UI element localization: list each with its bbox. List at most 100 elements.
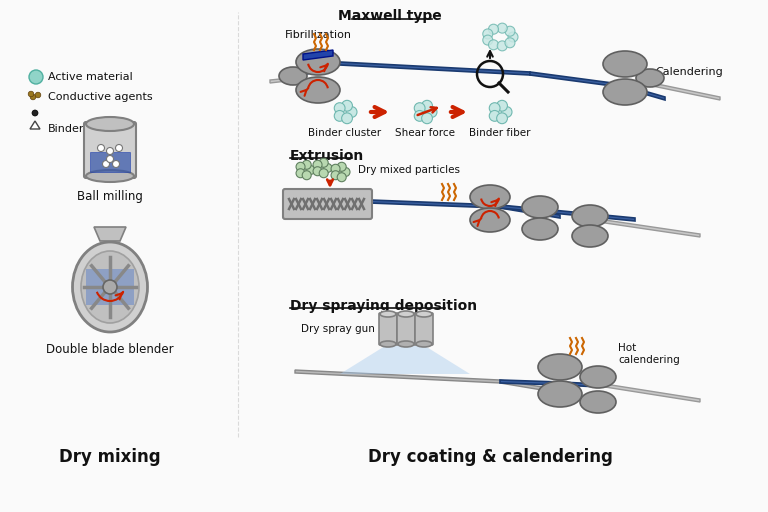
Circle shape	[102, 160, 110, 167]
Circle shape	[505, 26, 515, 36]
Circle shape	[103, 280, 117, 294]
Circle shape	[306, 165, 315, 175]
Ellipse shape	[580, 391, 616, 413]
Text: Maxwell type: Maxwell type	[338, 9, 442, 23]
Text: Active material: Active material	[48, 72, 133, 82]
Circle shape	[502, 106, 512, 117]
Ellipse shape	[572, 205, 608, 227]
Circle shape	[35, 92, 41, 98]
Circle shape	[30, 94, 36, 100]
Circle shape	[313, 167, 322, 176]
Ellipse shape	[398, 311, 414, 317]
Polygon shape	[303, 50, 333, 60]
Ellipse shape	[296, 77, 340, 103]
Ellipse shape	[86, 170, 134, 182]
Text: Binder cluster: Binder cluster	[309, 128, 382, 138]
Text: Extrusion: Extrusion	[290, 149, 364, 163]
Circle shape	[497, 100, 508, 111]
Circle shape	[342, 113, 353, 124]
Ellipse shape	[470, 208, 510, 232]
Text: Ball milling: Ball milling	[77, 190, 143, 203]
Text: Dry mixed particles: Dry mixed particles	[358, 165, 460, 175]
Polygon shape	[500, 380, 600, 387]
Ellipse shape	[416, 341, 432, 347]
Text: Dry spray gun: Dry spray gun	[301, 324, 375, 334]
Polygon shape	[296, 62, 530, 77]
Circle shape	[115, 144, 123, 152]
Circle shape	[488, 40, 498, 50]
Polygon shape	[340, 346, 470, 374]
Circle shape	[98, 144, 104, 152]
Circle shape	[331, 164, 340, 173]
Circle shape	[422, 100, 432, 111]
Text: Dry mixing: Dry mixing	[59, 448, 161, 466]
Ellipse shape	[538, 354, 582, 380]
Ellipse shape	[470, 185, 510, 209]
Text: Shear force: Shear force	[395, 128, 455, 138]
FancyBboxPatch shape	[283, 189, 372, 219]
Text: Binder fiber: Binder fiber	[469, 128, 531, 138]
Circle shape	[426, 106, 437, 117]
Circle shape	[302, 160, 311, 169]
Ellipse shape	[81, 251, 139, 323]
Text: Calendering: Calendering	[655, 67, 723, 77]
Ellipse shape	[72, 242, 147, 332]
Circle shape	[29, 70, 43, 84]
Polygon shape	[90, 152, 130, 172]
Circle shape	[497, 41, 507, 51]
FancyBboxPatch shape	[415, 313, 433, 345]
Circle shape	[32, 110, 38, 116]
Ellipse shape	[86, 117, 134, 131]
Ellipse shape	[580, 366, 616, 388]
Ellipse shape	[522, 196, 558, 218]
Circle shape	[107, 147, 114, 155]
Ellipse shape	[636, 69, 664, 87]
Ellipse shape	[380, 341, 396, 347]
Circle shape	[488, 24, 498, 34]
Ellipse shape	[538, 381, 582, 407]
Circle shape	[505, 38, 515, 48]
Text: Conductive agents: Conductive agents	[48, 92, 153, 102]
Polygon shape	[605, 384, 700, 402]
Circle shape	[346, 106, 357, 117]
Circle shape	[337, 162, 346, 172]
Circle shape	[334, 103, 345, 114]
Circle shape	[508, 32, 518, 42]
Circle shape	[319, 169, 328, 178]
Circle shape	[107, 156, 114, 162]
Circle shape	[414, 111, 425, 121]
Circle shape	[422, 113, 432, 124]
Circle shape	[414, 103, 425, 114]
Circle shape	[497, 113, 508, 124]
Polygon shape	[295, 370, 560, 393]
FancyBboxPatch shape	[84, 122, 136, 178]
Text: Dry spraying deposition: Dry spraying deposition	[290, 299, 477, 313]
Ellipse shape	[416, 311, 432, 317]
Circle shape	[483, 35, 493, 45]
Circle shape	[313, 160, 322, 169]
Text: Hot
calendering: Hot calendering	[618, 343, 680, 365]
Ellipse shape	[603, 79, 647, 105]
Ellipse shape	[380, 311, 396, 317]
Circle shape	[296, 169, 305, 178]
Ellipse shape	[398, 341, 414, 347]
Polygon shape	[370, 200, 560, 218]
Polygon shape	[500, 205, 635, 221]
Circle shape	[489, 111, 500, 121]
Circle shape	[483, 29, 493, 39]
Circle shape	[334, 111, 345, 121]
Circle shape	[489, 103, 500, 114]
Polygon shape	[30, 121, 40, 129]
Text: Double blade blender: Double blade blender	[46, 343, 174, 356]
Circle shape	[331, 170, 340, 180]
Circle shape	[302, 170, 311, 180]
Polygon shape	[86, 269, 134, 305]
Ellipse shape	[572, 225, 608, 247]
Circle shape	[497, 23, 507, 33]
Ellipse shape	[296, 49, 340, 75]
Circle shape	[342, 100, 353, 111]
FancyBboxPatch shape	[397, 313, 415, 345]
Polygon shape	[605, 220, 700, 237]
Text: Dry coating & calendering: Dry coating & calendering	[368, 448, 612, 466]
Ellipse shape	[522, 218, 558, 240]
